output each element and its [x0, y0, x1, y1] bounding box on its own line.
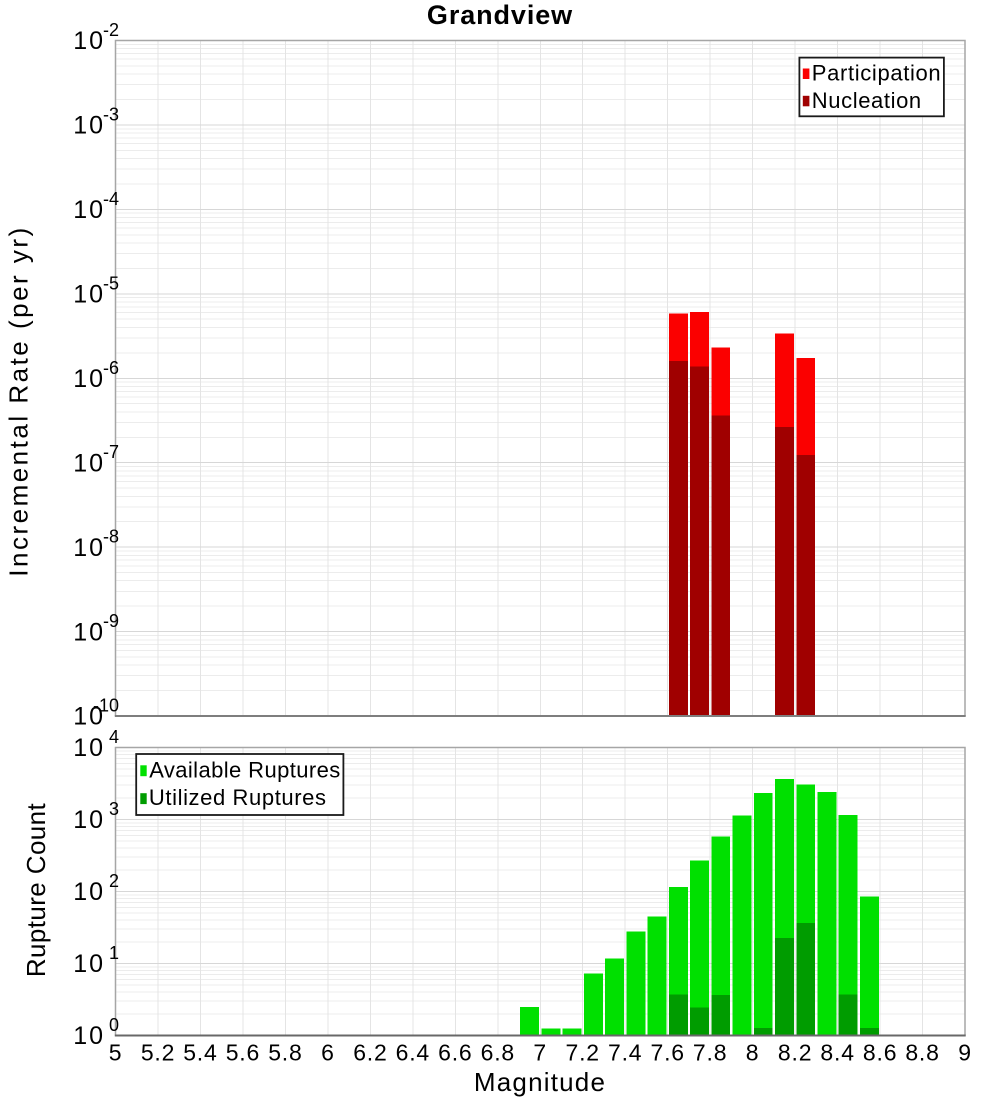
svg-text:10: 10 [73, 703, 105, 731]
svg-text:7.8: 7.8 [693, 1040, 727, 1066]
svg-text:6: 6 [321, 1040, 335, 1066]
svg-text:-7: -7 [103, 442, 119, 462]
svg-text:Participation: Participation [812, 61, 942, 86]
svg-text:5.2: 5.2 [141, 1040, 175, 1066]
svg-text:5.6: 5.6 [226, 1040, 260, 1066]
svg-text:10: 10 [73, 618, 105, 646]
svg-text:Magnitude: Magnitude [474, 1067, 606, 1097]
svg-text:Rupture Count: Rupture Count [21, 802, 51, 977]
svg-text:10: 10 [73, 27, 105, 55]
svg-text:10: 10 [73, 878, 105, 906]
svg-text:8.4: 8.4 [820, 1040, 854, 1066]
svg-text:4: 4 [109, 727, 119, 747]
svg-text:Incremental Rate (per yr): Incremental Rate (per yr) [4, 225, 34, 576]
svg-text:8: 8 [746, 1040, 760, 1066]
svg-text:10: 10 [73, 1022, 105, 1050]
svg-text:2: 2 [109, 871, 119, 891]
svg-text:-3: -3 [103, 104, 119, 124]
svg-text:Available Ruptures: Available Ruptures [149, 757, 340, 782]
svg-text:-5: -5 [103, 273, 119, 293]
svg-text:8.8: 8.8 [905, 1040, 939, 1066]
svg-text:10: 10 [73, 365, 105, 393]
svg-text:1: 1 [109, 943, 119, 963]
svg-text:5.8: 5.8 [268, 1040, 302, 1066]
svg-text:-8: -8 [103, 527, 119, 547]
svg-text:10: 10 [73, 534, 105, 562]
svg-text:10: 10 [73, 806, 105, 834]
svg-text:6.6: 6.6 [438, 1040, 472, 1066]
svg-text:8.6: 8.6 [863, 1040, 897, 1066]
svg-text:6.8: 6.8 [481, 1040, 515, 1066]
svg-text:Nucleation: Nucleation [812, 88, 922, 113]
svg-text:Utilized Ruptures: Utilized Ruptures [149, 785, 327, 810]
svg-text:5: 5 [109, 1040, 123, 1066]
svg-text:-9: -9 [103, 611, 119, 631]
svg-text:7: 7 [533, 1040, 547, 1066]
svg-text:3: 3 [109, 799, 119, 819]
svg-text:9: 9 [958, 1040, 972, 1066]
svg-text:10: 10 [73, 281, 105, 309]
svg-text:-4: -4 [103, 189, 119, 209]
svg-text:10: 10 [73, 950, 105, 978]
svg-text:7.4: 7.4 [608, 1040, 642, 1066]
svg-text:6.4: 6.4 [396, 1040, 430, 1066]
svg-text:8.2: 8.2 [778, 1040, 812, 1066]
svg-text:Grandview: Grandview [427, 0, 573, 30]
svg-text:7.2: 7.2 [566, 1040, 600, 1066]
svg-text:-10: -10 [93, 696, 119, 716]
svg-text:10: 10 [73, 734, 105, 762]
svg-text:0: 0 [109, 1015, 119, 1035]
svg-text:10: 10 [73, 112, 105, 140]
svg-text:7.6: 7.6 [651, 1040, 685, 1066]
svg-text:10: 10 [73, 449, 105, 477]
svg-text:10: 10 [73, 196, 105, 224]
svg-text:5.4: 5.4 [183, 1040, 217, 1066]
svg-text:-2: -2 [103, 20, 119, 40]
svg-text:-6: -6 [103, 358, 119, 378]
svg-text:6.2: 6.2 [353, 1040, 387, 1066]
